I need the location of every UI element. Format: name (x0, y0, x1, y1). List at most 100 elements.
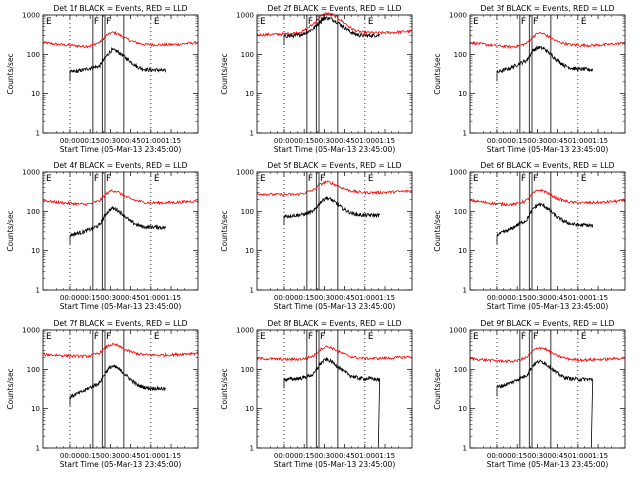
events-series-line (283, 15, 380, 46)
x-tick-label: 01:00 (568, 452, 588, 460)
y-tick-label: 10 (458, 90, 467, 98)
x-tick-label: 01:00 (355, 294, 375, 302)
events-series-line (496, 201, 594, 244)
y-tick-label: 1 (250, 287, 254, 295)
panel-title: Det 7f BLACK = Events, RED = LLD (54, 319, 188, 328)
x-tick-label: 01:15 (161, 294, 181, 302)
y-tick-label: 1000 (449, 169, 467, 177)
x-tick-label: 01:15 (588, 137, 608, 145)
x-axis-label: Start Time (05-Mar-13 23:45:00) (60, 145, 182, 154)
panel-det-7: Det 7f BLACK = Events, RED = LLD Counts/s… (6, 319, 199, 469)
y-axis-label: Counts/sec (433, 210, 442, 251)
x-tick-label: 00:30 (314, 294, 334, 302)
y-tick-label: 1 (36, 287, 40, 295)
panel-title: Det 6f BLACK = Events, RED = LLD (481, 161, 615, 170)
x-tick-label: 01:00 (568, 294, 588, 302)
plot-frame (256, 14, 413, 134)
flag-label: E (473, 17, 479, 27)
y-tick-label: 1 (463, 445, 467, 453)
y-tick-label: 1000 (22, 12, 40, 20)
x-tick-label: 01:15 (588, 294, 608, 302)
flag-label: F (521, 174, 526, 184)
x-tick-label: 01:00 (141, 452, 161, 460)
x-tick-label: 00:15 (294, 452, 314, 460)
y-tick-label: 1 (250, 445, 254, 453)
lld-series-line (42, 30, 199, 49)
x-tick-label: 00:00 (487, 137, 507, 145)
x-tick-label: 00:00 (487, 294, 507, 302)
x-tick-label: 01:15 (161, 137, 181, 145)
panel-det-5: Det 5f BLACK = Events, RED = LLD Counts/s… (220, 161, 413, 311)
x-tick-label: 00:00 (60, 137, 80, 145)
x-axis-label: Start Time (05-Mar-13 23:45:00) (274, 145, 396, 154)
x-axis-label: Start Time (05-Mar-13 23:45:00) (487, 145, 609, 154)
x-axis-label: Start Time (05-Mar-13 23:45:00) (487, 460, 609, 469)
x-tick-label: 00:15 (80, 137, 100, 145)
panel-title: Det 1f BLACK = Events, RED = LLD (54, 4, 188, 13)
plot-frame (256, 329, 413, 449)
x-tick-label: 00:15 (80, 452, 100, 460)
x-tick-label: 01:00 (355, 137, 375, 145)
x-tick-label: 00:45 (548, 137, 568, 145)
flag-label: E (154, 174, 160, 184)
flag-label: E (46, 17, 52, 27)
x-tick-label: 00:45 (121, 294, 141, 302)
y-axis-label: Counts/sec (6, 210, 15, 251)
y-tick-label: 10 (31, 405, 40, 413)
flag-label: E (260, 174, 266, 184)
x-tick-label: 00:30 (527, 294, 547, 302)
x-tick-label: 00:00 (274, 452, 294, 460)
y-tick-label: 100 (454, 51, 467, 59)
x-axis-label: Start Time (05-Mar-13 23:45:00) (60, 302, 182, 311)
y-tick-label: 1 (463, 130, 467, 138)
x-axis-label: Start Time (05-Mar-13 23:45:00) (487, 302, 609, 311)
flag-label: F (533, 332, 538, 342)
x-tick-label: 00:15 (507, 137, 527, 145)
plot-frame (469, 14, 626, 134)
x-tick-label: 00:15 (80, 294, 100, 302)
x-tick-label: 00:45 (548, 294, 568, 302)
y-tick-label: 1000 (22, 327, 40, 335)
panel-det-9: Det 9f BLACK = Events, RED = LLD Counts/s… (433, 319, 626, 469)
events-series-line (69, 46, 167, 82)
panel-det-2: Det 2f BLACK = Events, RED = LLD Counts/s… (220, 4, 413, 154)
flag-label: E (368, 174, 374, 184)
panel-det-4: Det 4f BLACK = Events, RED = LLD Counts/s… (6, 161, 199, 311)
flag-label: E (154, 17, 160, 27)
y-axis-label: Counts/sec (433, 368, 442, 409)
plot-frame (469, 171, 626, 291)
plot-frame (42, 329, 199, 449)
y-tick-label: 100 (241, 366, 254, 374)
flag-label: E (368, 332, 374, 342)
x-tick-label: 00:45 (121, 137, 141, 145)
y-tick-label: 1 (36, 445, 40, 453)
x-tick-label: 00:15 (507, 452, 527, 460)
events-series-line (496, 359, 594, 448)
y-tick-label: 1 (36, 130, 40, 138)
flag-label: F (320, 332, 325, 342)
y-tick-label: 100 (241, 51, 254, 59)
panel-det-1: Det 1f BLACK = Events, RED = LLD Counts/s… (6, 4, 199, 154)
panel-det-8: Det 8f BLACK = Events, RED = LLD Counts/s… (220, 319, 413, 469)
x-tick-label: 00:15 (294, 294, 314, 302)
flag-label: F (308, 174, 313, 184)
x-tick-label: 00:30 (100, 137, 120, 145)
panel-title: Det 9f BLACK = Events, RED = LLD (481, 319, 615, 328)
lld-series-line (256, 11, 413, 37)
y-tick-label: 100 (454, 366, 467, 374)
y-tick-label: 10 (458, 247, 467, 255)
y-tick-label: 1000 (236, 327, 254, 335)
flag-label: F (106, 332, 111, 342)
y-tick-label: 10 (31, 90, 40, 98)
flag-label: E (154, 332, 160, 342)
panel-title: Det 2f BLACK = Events, RED = LLD (268, 4, 402, 13)
y-tick-label: 10 (245, 247, 254, 255)
y-tick-label: 1000 (236, 169, 254, 177)
events-series-line (69, 364, 167, 406)
x-tick-label: 00:30 (100, 452, 120, 460)
y-axis-label: Counts/sec (6, 53, 15, 94)
events-series-line (496, 44, 594, 82)
x-tick-label: 01:15 (588, 452, 608, 460)
y-tick-label: 10 (458, 405, 467, 413)
lld-series-line (43, 342, 199, 359)
